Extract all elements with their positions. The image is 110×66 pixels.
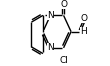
Text: O: O xyxy=(81,14,88,23)
Text: O: O xyxy=(60,0,67,9)
Text: Cl: Cl xyxy=(59,56,68,65)
Text: N: N xyxy=(47,11,54,20)
Text: N: N xyxy=(47,43,54,52)
Text: H: H xyxy=(80,27,87,36)
